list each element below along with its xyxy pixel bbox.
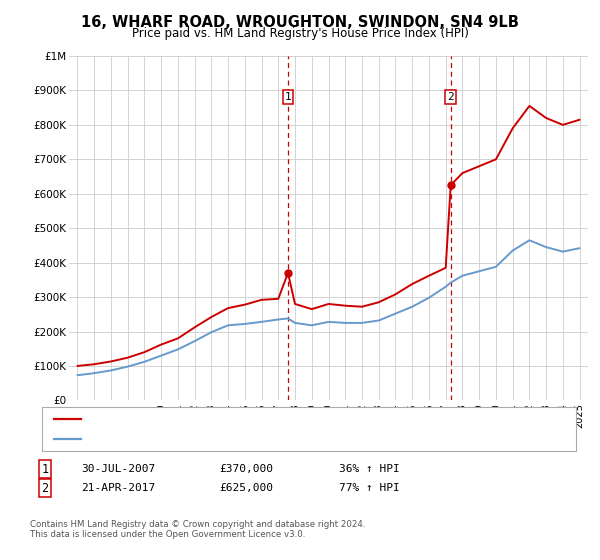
Text: 2: 2	[448, 92, 454, 102]
Text: 30-JUL-2007: 30-JUL-2007	[81, 464, 155, 474]
Text: HPI: Average price, detached house, Swindon: HPI: Average price, detached house, Swin…	[87, 433, 314, 444]
Text: 21-APR-2017: 21-APR-2017	[81, 483, 155, 493]
Text: 1: 1	[284, 92, 292, 102]
Text: 16, WHARF ROAD, WROUGHTON, SWINDON, SN4 9LB: 16, WHARF ROAD, WROUGHTON, SWINDON, SN4 …	[81, 15, 519, 30]
Text: 77% ↑ HPI: 77% ↑ HPI	[339, 483, 400, 493]
Text: £370,000: £370,000	[219, 464, 273, 474]
Text: 36% ↑ HPI: 36% ↑ HPI	[339, 464, 400, 474]
Text: 1: 1	[41, 463, 49, 476]
Text: 16, WHARF ROAD, WROUGHTON, SWINDON, SN4 9LB (detached house): 16, WHARF ROAD, WROUGHTON, SWINDON, SN4 …	[87, 414, 445, 424]
Text: 2: 2	[41, 482, 49, 495]
Text: Price paid vs. HM Land Registry's House Price Index (HPI): Price paid vs. HM Land Registry's House …	[131, 27, 469, 40]
Text: £625,000: £625,000	[219, 483, 273, 493]
Text: Contains HM Land Registry data © Crown copyright and database right 2024.
This d: Contains HM Land Registry data © Crown c…	[30, 520, 365, 539]
